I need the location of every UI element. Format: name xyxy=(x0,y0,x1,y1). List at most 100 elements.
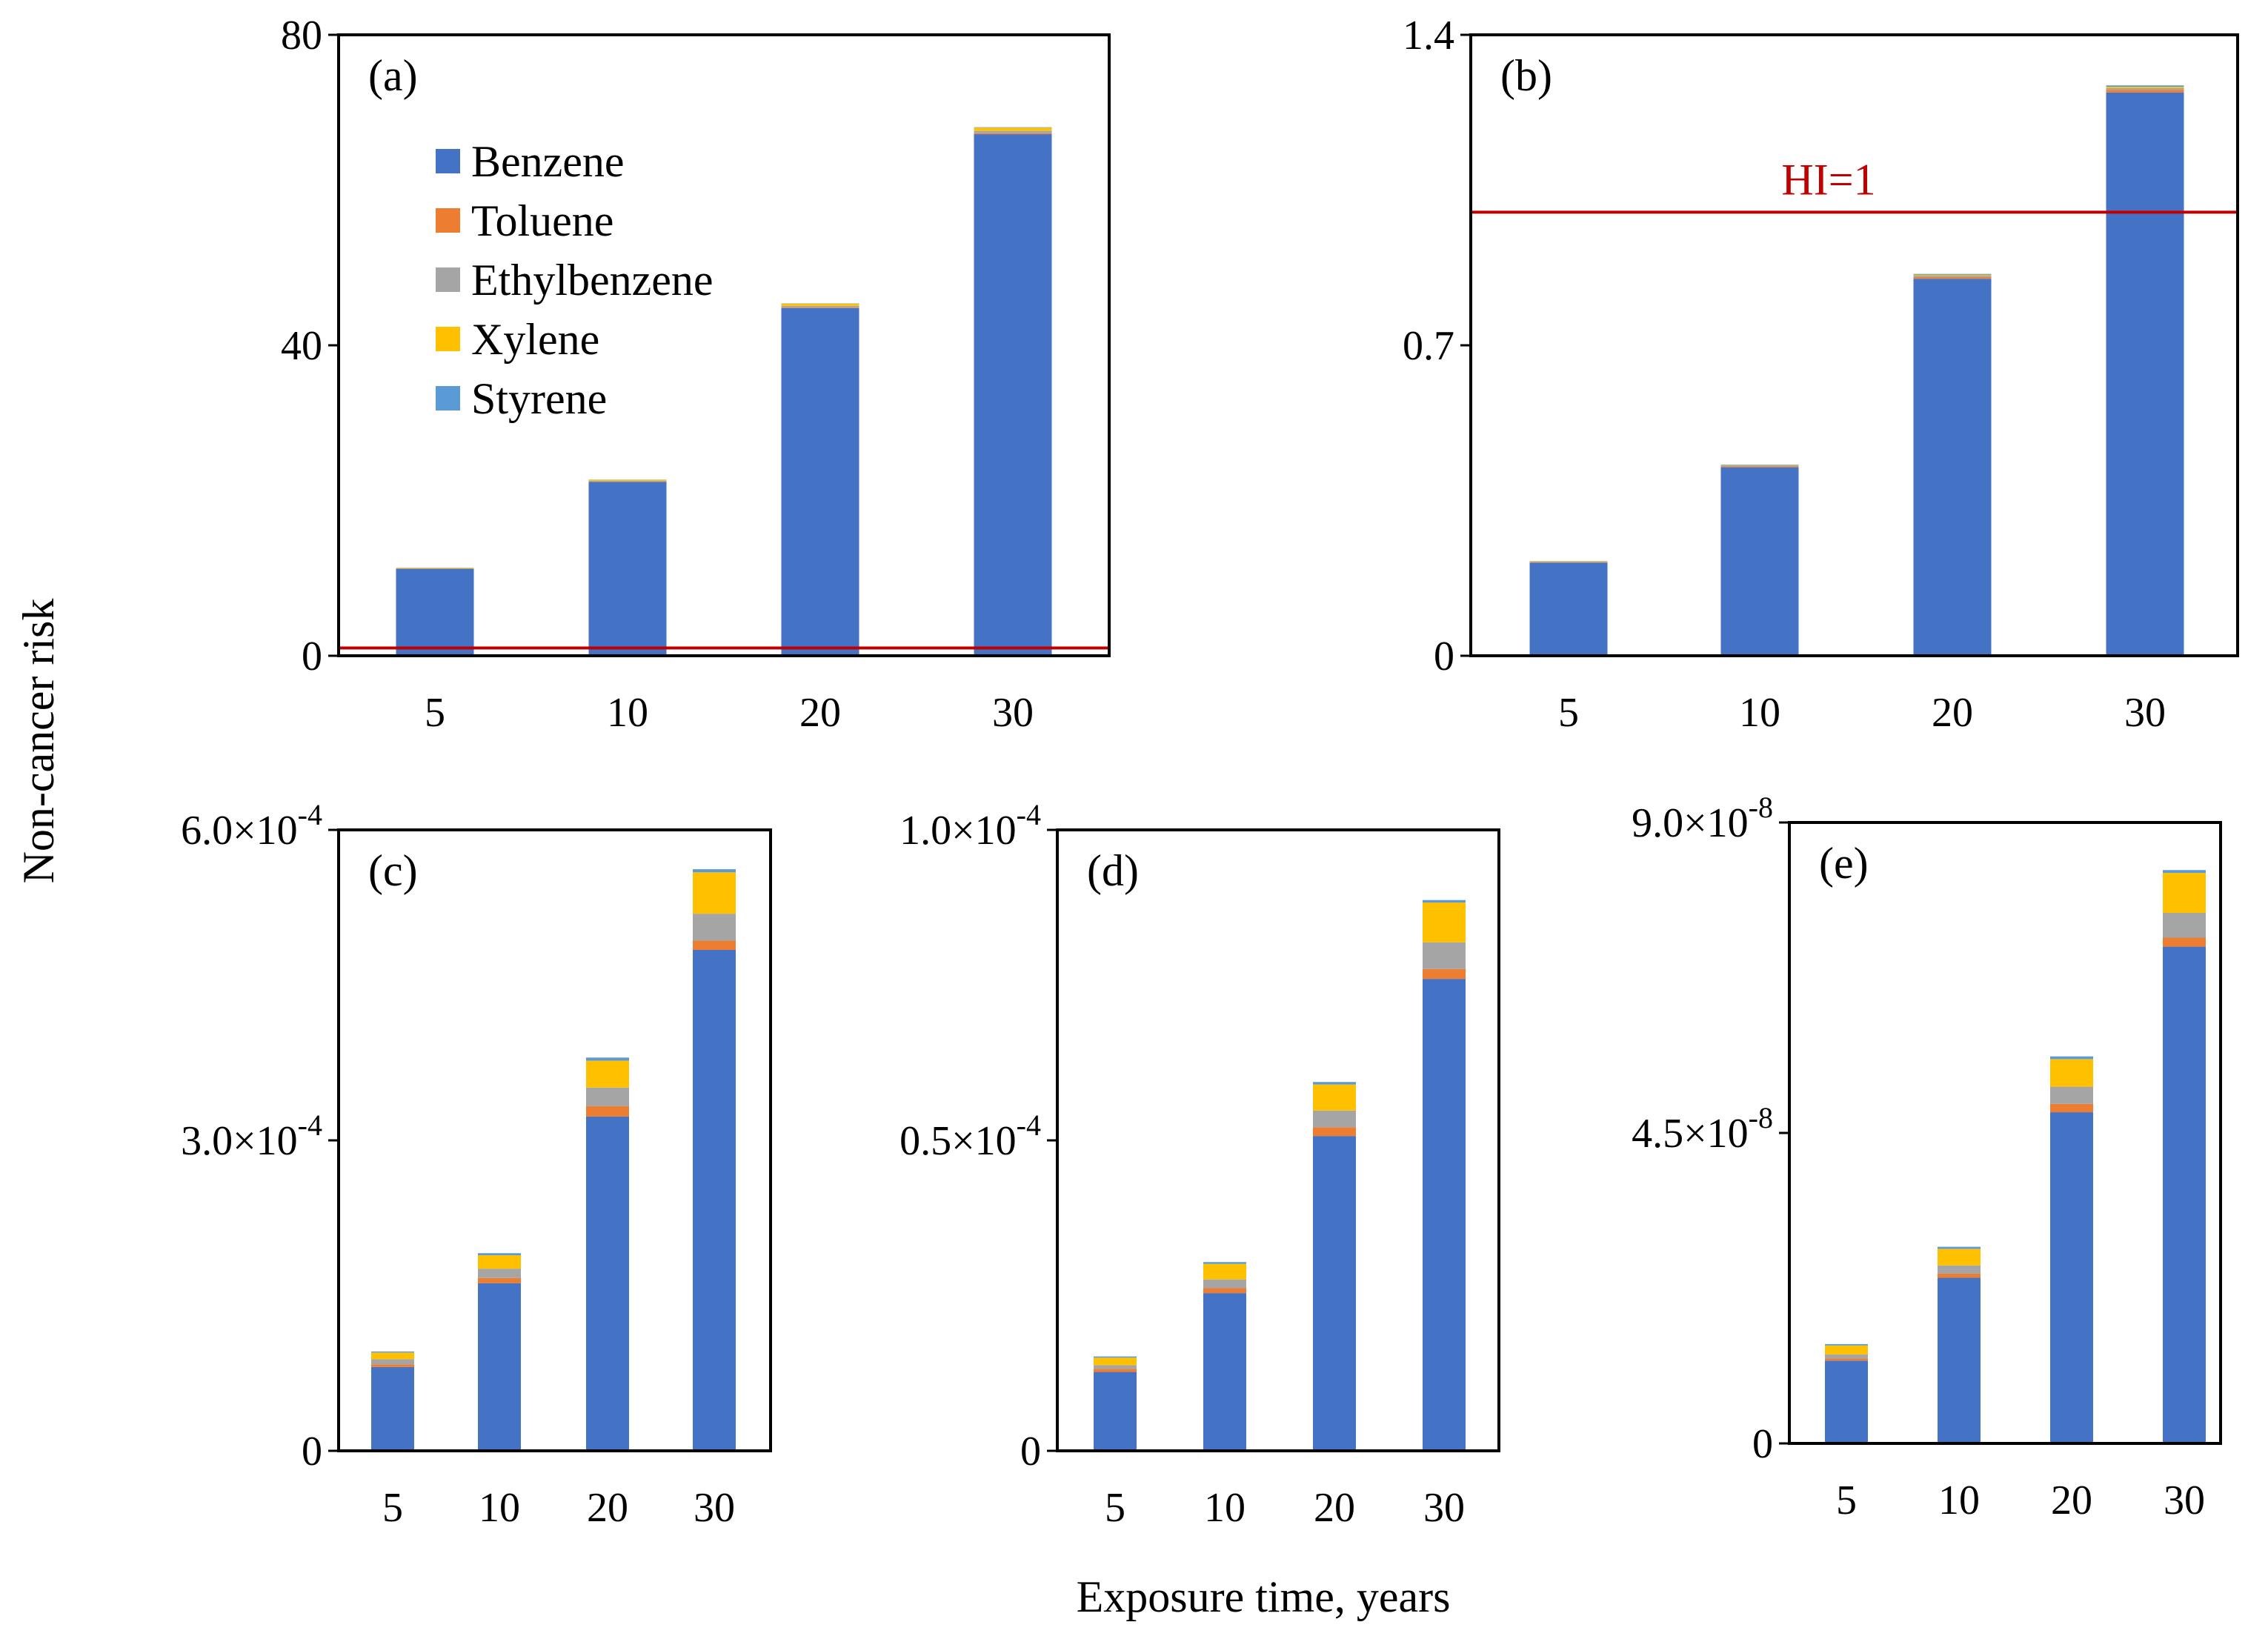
bar-a-xylene-20 xyxy=(781,303,859,306)
bar-c-benzene-20 xyxy=(586,1116,629,1451)
panel-label-a: (a) xyxy=(368,51,418,100)
bar-c-toluene-30 xyxy=(693,940,736,951)
x-tick-label-b: 20 xyxy=(1932,690,1973,736)
bar-a-xylene-10 xyxy=(588,479,667,481)
y-tick-label-d: 1.0×10-4 xyxy=(899,798,1041,854)
y-tick-label-b: 0 xyxy=(1434,634,1454,679)
x-tick-label-c: 5 xyxy=(382,1485,403,1531)
y-tick-label-e: 0 xyxy=(1752,1421,1773,1467)
bar-e-benzene-20 xyxy=(2050,1112,2093,1443)
bar-c-xylene-30 xyxy=(693,872,736,914)
bar-c-ethylbenzene-20 xyxy=(586,1087,629,1106)
y-tick-label-a: 0 xyxy=(302,634,322,679)
y-axis-title: Non-cancer risk xyxy=(14,599,63,884)
bar-d-styrene-30 xyxy=(1423,900,1466,903)
bar-e-xylene-20 xyxy=(2050,1059,2093,1087)
bar-c-benzene-5 xyxy=(371,1366,414,1451)
x-tick-label-c: 10 xyxy=(479,1485,520,1531)
bar-e-styrene-5 xyxy=(1825,1343,1868,1346)
bar-c-ethylbenzene-10 xyxy=(478,1269,521,1278)
y-tick-label-d: 0 xyxy=(1020,1429,1041,1475)
bar-a-ethylbenzene-30 xyxy=(974,130,1052,133)
legend: Benzene Toluene Ethylbenzene Xylene Styrene xyxy=(436,137,714,423)
bar-c-ethylbenzene-30 xyxy=(693,914,736,941)
bar-e-ethylbenzene-5 xyxy=(1825,1354,1868,1359)
bar-d-benzene-5 xyxy=(1094,1372,1137,1451)
bar-b-benzene-20 xyxy=(1913,279,1992,656)
bar-c-benzene-10 xyxy=(478,1283,521,1451)
bar-b-toluene-20 xyxy=(1913,276,1992,279)
bar-e-styrene-10 xyxy=(1938,1246,1981,1249)
y-tick-label-e: 9.0×10-8 xyxy=(1632,791,1773,846)
panel-label-b: (b) xyxy=(1500,51,1552,100)
x-tick-label-b: 5 xyxy=(1558,690,1579,736)
bar-d-styrene-10 xyxy=(1203,1262,1246,1264)
x-axis-title: Exposure time, years xyxy=(1077,1572,1451,1621)
panel-b: HI=1 0 0.7 1.4 5 10 20 30 (b) xyxy=(1403,13,2239,736)
x-tick-label-e: 10 xyxy=(1938,1478,1980,1523)
bar-d-toluene-30 xyxy=(1423,968,1466,980)
panel-d: 0 0.5×10-4 1.0×10-4 5 10 20 30 (d) xyxy=(899,798,1500,1531)
x-tick-label-e: 5 xyxy=(1836,1478,1857,1523)
bar-c-styrene-30 xyxy=(693,869,736,873)
bar-e-benzene-30 xyxy=(2163,946,2206,1443)
bar-c-toluene-5 xyxy=(371,1364,414,1367)
bar-b-xylene-30 xyxy=(2106,87,2184,88)
bar-d-xylene-10 xyxy=(1203,1263,1246,1280)
bar-b-styrene-20 xyxy=(1913,273,1992,275)
bar-b-benzene-10 xyxy=(1720,467,1799,656)
x-tick-label-e: 30 xyxy=(2164,1478,2205,1523)
y-tick-label-b: 0.7 xyxy=(1403,323,1454,369)
bar-d-ethylbenzene-10 xyxy=(1203,1279,1246,1289)
bar-d-styrene-20 xyxy=(1313,1082,1356,1085)
bar-e-ethylbenzene-20 xyxy=(2050,1086,2093,1104)
y-tick-label-c: 6.0×10-4 xyxy=(181,798,322,854)
bar-c-benzene-30 xyxy=(693,950,736,1451)
y-tick-label-d: 0.5×10-4 xyxy=(899,1108,1041,1164)
bar-e-toluene-30 xyxy=(2163,937,2206,947)
bar-a-xylene-30 xyxy=(974,127,1052,131)
y-tick-label-c: 0 xyxy=(302,1429,322,1475)
bar-e-xylene-10 xyxy=(1938,1249,1981,1266)
y-tick-label-a: 80 xyxy=(281,13,322,59)
x-tick-label-d: 10 xyxy=(1204,1485,1246,1531)
bar-e-styrene-30 xyxy=(2163,870,2206,873)
bar-d-benzene-30 xyxy=(1423,979,1466,1451)
bar-e-toluene-20 xyxy=(2050,1103,2093,1113)
bar-e-toluene-10 xyxy=(1938,1273,1981,1278)
panel-e: 0 4.5×10-8 9.0×10-8 5 10 20 30 (e) xyxy=(1632,791,2222,1523)
bar-e-ethylbenzene-30 xyxy=(2163,912,2206,938)
x-tick-label-a: 5 xyxy=(425,690,445,736)
bar-d-xylene-30 xyxy=(1423,903,1466,943)
bar-d-toluene-10 xyxy=(1203,1288,1246,1294)
y-tick-label-a: 40 xyxy=(281,323,322,369)
bar-b-ethylbenzene-10 xyxy=(1720,465,1799,467)
bar-a-benzene-5 xyxy=(396,568,474,656)
bar-d-benzene-20 xyxy=(1313,1136,1356,1451)
x-tick-label-d: 20 xyxy=(1314,1485,1355,1531)
x-tick-label-b: 30 xyxy=(2124,690,2166,736)
bar-d-xylene-20 xyxy=(1313,1084,1356,1111)
panel-label-e: (e) xyxy=(1819,839,1869,888)
x-tick-label-d: 30 xyxy=(1423,1485,1465,1531)
x-tick-label-a: 30 xyxy=(992,690,1034,736)
bar-b-toluene-10 xyxy=(1720,466,1799,468)
legend-swatch-xylene xyxy=(436,327,460,351)
bar-b-xylene-10 xyxy=(1720,465,1799,466)
bar-d-styrene-5 xyxy=(1094,1356,1137,1358)
panel-label-d: (d) xyxy=(1087,846,1139,895)
bar-c-toluene-10 xyxy=(478,1277,521,1283)
legend-label-xylene: Xylene xyxy=(471,315,599,364)
bar-d-ethylbenzene-20 xyxy=(1313,1110,1356,1128)
legend-swatch-benzene xyxy=(436,149,460,173)
bar-d-toluene-5 xyxy=(1094,1369,1137,1372)
bar-a-ethylbenzene-20 xyxy=(781,305,859,308)
bar-d-ethylbenzene-30 xyxy=(1423,942,1466,969)
bar-a-styrene-30 xyxy=(974,127,1052,128)
panel-a: 0 40 80 5 10 20 30 (a) xyxy=(281,13,1111,736)
bar-a-benzene-20 xyxy=(781,308,859,656)
bar-b-styrene-30 xyxy=(2106,85,2184,87)
x-tick-label-c: 20 xyxy=(587,1485,628,1531)
bar-d-xylene-5 xyxy=(1094,1357,1137,1366)
bar-b-ethylbenzene-30 xyxy=(2106,87,2184,90)
